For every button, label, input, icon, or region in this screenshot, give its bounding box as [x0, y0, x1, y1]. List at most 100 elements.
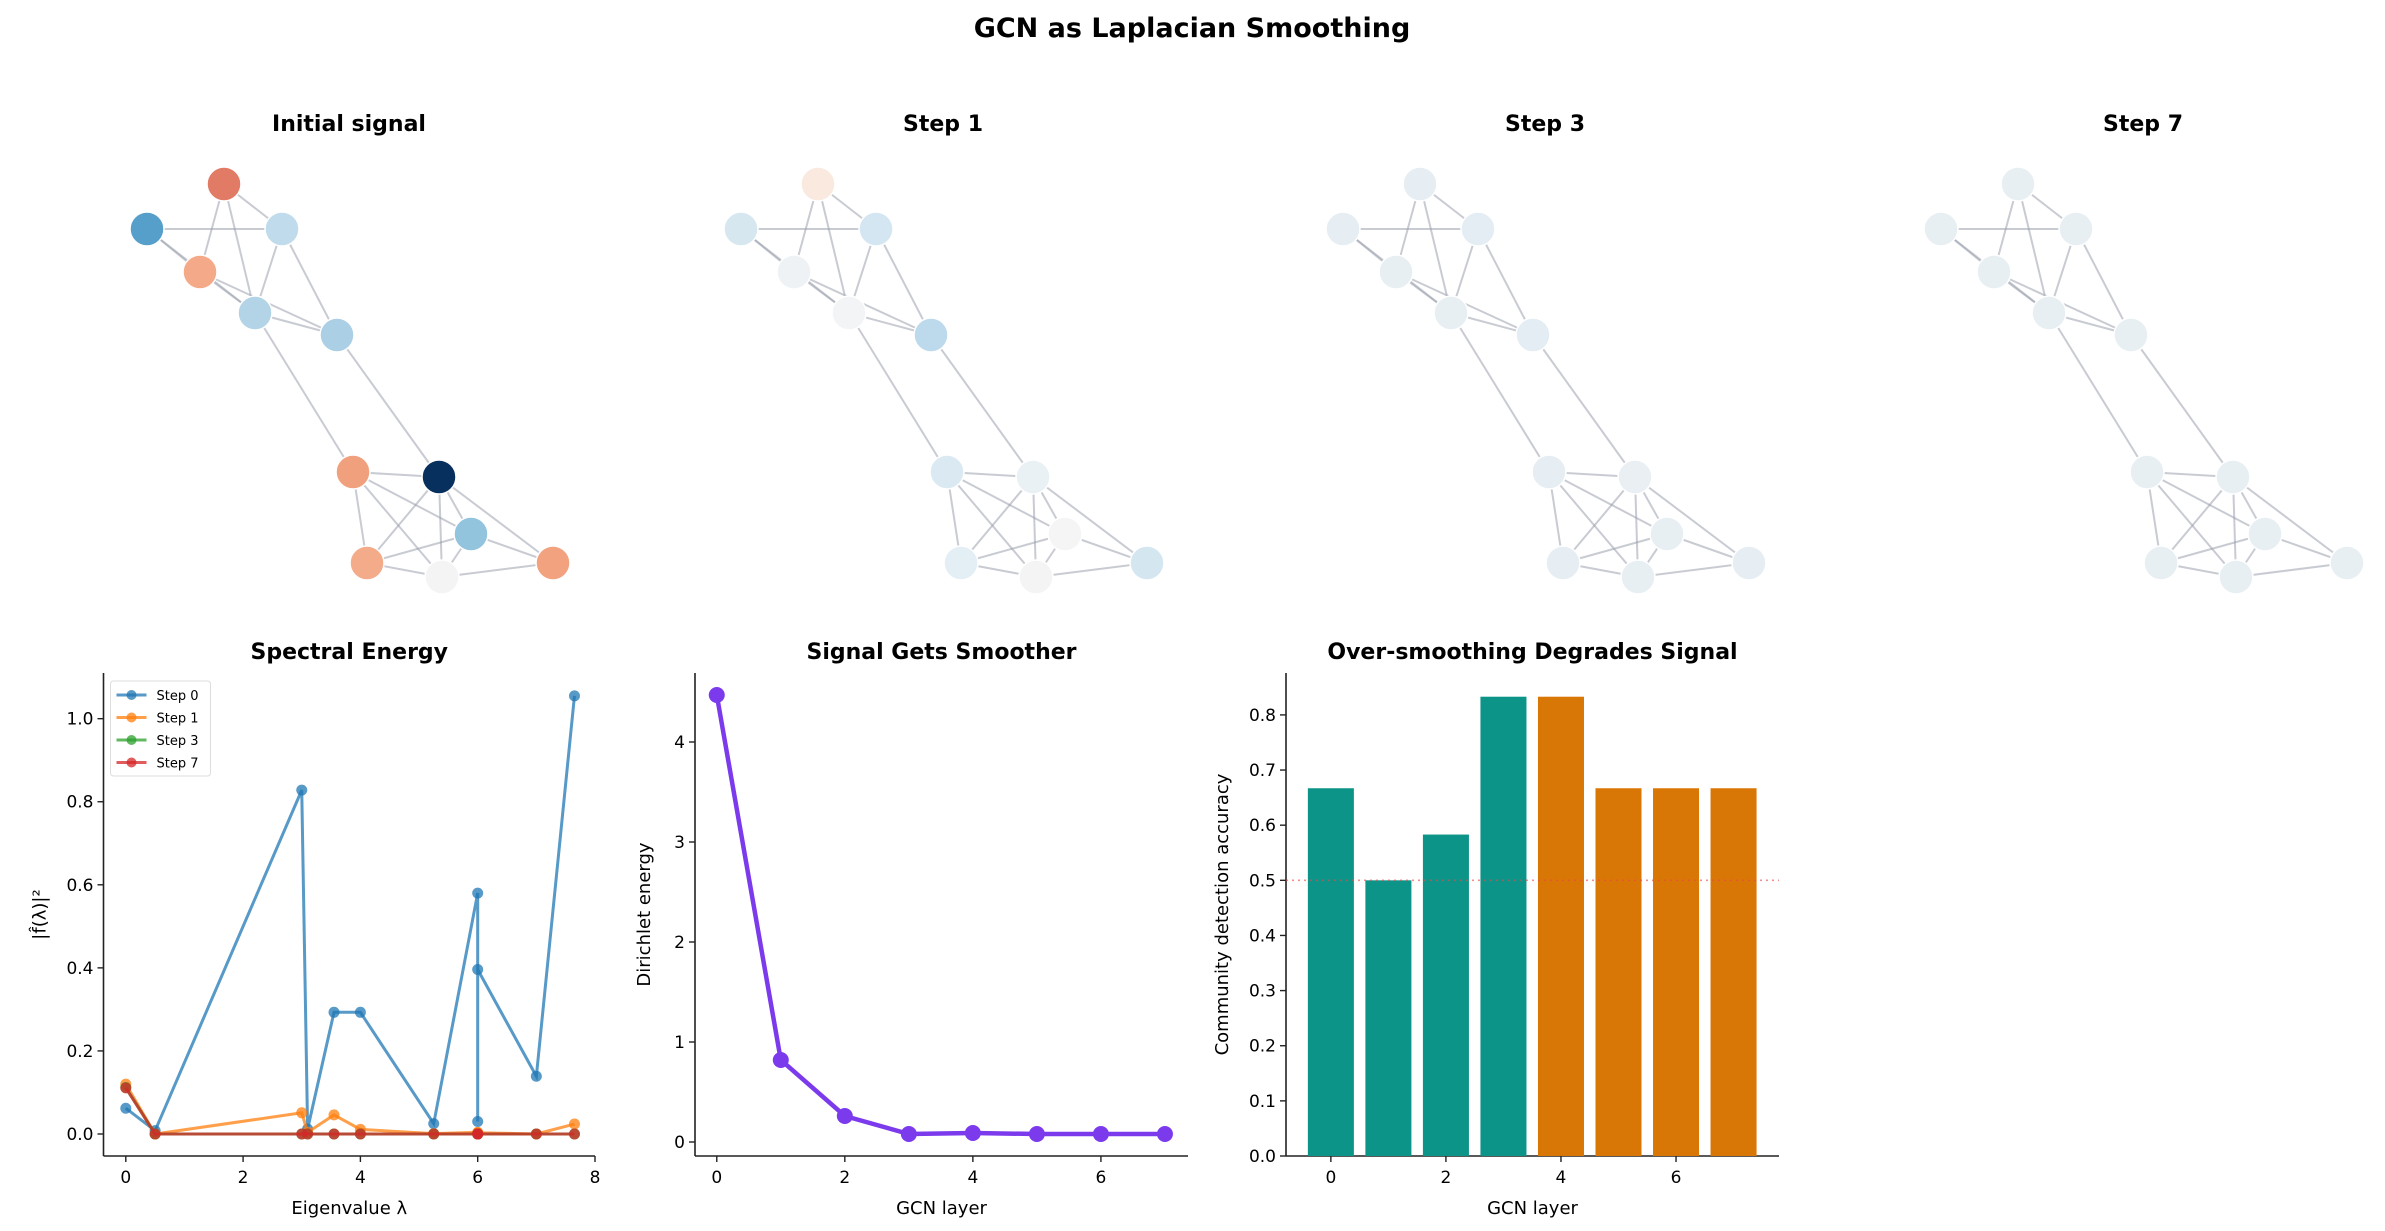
- graph-node: [2143, 545, 2179, 581]
- graph-node: [1433, 295, 1469, 331]
- graph-edge: [1532, 334, 1636, 478]
- graph-node: [2000, 166, 2036, 202]
- chart-title: Signal Gets Smoother: [806, 640, 1076, 665]
- legend-marker: [126, 757, 137, 768]
- graph-node: [1620, 559, 1656, 595]
- graph-node: [2129, 454, 2165, 490]
- graph-edge: [960, 476, 1034, 564]
- graph-node: [776, 254, 812, 290]
- graph-node: [1402, 166, 1438, 202]
- series-line: [124, 1083, 575, 1136]
- graph-node: [943, 545, 979, 581]
- x-tick-label: 0: [711, 1168, 722, 1188]
- graph-edge: [281, 228, 338, 336]
- bar: [1365, 880, 1412, 1156]
- legend-marker: [126, 712, 137, 723]
- series-2: [120, 1081, 580, 1140]
- graph-node: [424, 559, 460, 595]
- graph-panels: Initial signal Step 1 Step 3 Step 7: [129, 112, 2365, 595]
- data-point: [472, 1128, 484, 1140]
- chart-2: Over-smoothing Degrades Signal 0 2 4 6 0.0 0.1…: [1212, 640, 1779, 1219]
- y-tick-label: 0.1: [1249, 1092, 1276, 1112]
- bar: [1307, 788, 1354, 1156]
- graph-node: [2218, 559, 2254, 595]
- graph-panel-0: Initial signal: [129, 112, 571, 595]
- series-0: [120, 690, 580, 1137]
- graph-node: [1015, 459, 1051, 495]
- data-point: [708, 687, 725, 703]
- y-tick-label: 0.8: [1249, 706, 1276, 726]
- graph-edge: [438, 476, 554, 564]
- x-tick-label: 4: [1556, 1168, 1567, 1188]
- graph-edge: [946, 471, 1066, 535]
- graph-node: [264, 211, 300, 247]
- data-point: [120, 1082, 132, 1094]
- y-tick-label: 0.6: [66, 876, 93, 896]
- graph-node: [1617, 459, 1653, 495]
- panel-title: Step 7: [2103, 112, 2183, 137]
- x-tick-label: 8: [590, 1168, 601, 1188]
- y-tick-label: 4: [674, 733, 685, 753]
- x-tick-label: 2: [839, 1168, 850, 1188]
- y-tick-label: 0.0: [66, 1125, 93, 1145]
- data-point: [302, 1128, 314, 1140]
- data-point: [354, 1128, 366, 1140]
- graph-node: [453, 516, 489, 552]
- graph-edge: [1032, 476, 1148, 564]
- y-tick-label: 2: [674, 933, 685, 953]
- graph-node: [129, 211, 165, 247]
- y-axis-label: Dirichlet energy: [634, 842, 655, 986]
- y-tick-label: 0.6: [1249, 816, 1276, 836]
- x-axis-label: Eigenvalue λ: [291, 1198, 407, 1219]
- data-point: [120, 1102, 132, 1114]
- data-point: [296, 784, 308, 796]
- data-point: [568, 1128, 580, 1140]
- graph-node: [1976, 254, 2012, 290]
- graph-edge: [336, 334, 440, 478]
- graph-node: [1731, 545, 1767, 581]
- data-point: [472, 887, 484, 899]
- graph-edge: [2048, 312, 2148, 473]
- graph-node: [1018, 559, 1054, 595]
- data-point: [354, 1006, 366, 1018]
- bar: [1595, 788, 1642, 1156]
- data-point: [836, 1108, 853, 1124]
- graph-node: [831, 295, 867, 331]
- y-tick-label: 0.2: [66, 1042, 93, 1062]
- graph-edge: [1634, 476, 1750, 564]
- graph-node: [913, 317, 949, 353]
- graph-node: [535, 545, 571, 581]
- graph-panel-1: Step 1: [723, 112, 1165, 595]
- graph-edge: [366, 476, 440, 564]
- graph-edge: [2146, 471, 2266, 535]
- graph-node: [2215, 459, 2251, 495]
- graph-node: [182, 254, 218, 290]
- series-line: [124, 695, 576, 1134]
- graph-edge: [1450, 312, 1550, 473]
- figure-title: GCN as Laplacian Smoothing: [974, 13, 1411, 44]
- graph-edge: [1548, 471, 1639, 578]
- data-point: [328, 1128, 340, 1140]
- y-tick-label: 0: [674, 1133, 685, 1153]
- graph-node: [421, 459, 457, 495]
- graph-edge: [441, 562, 554, 578]
- panel-title: Initial signal: [272, 112, 426, 137]
- graph-edge: [2017, 183, 2050, 314]
- graph-edge: [960, 533, 1066, 564]
- graph-edge: [930, 334, 1034, 478]
- graph-edge: [2232, 476, 2348, 564]
- graph-node: [2247, 516, 2283, 552]
- series-line: [124, 1087, 575, 1136]
- legend-marker: [126, 690, 137, 700]
- graph-node: [1923, 211, 1959, 247]
- graph-node: [723, 211, 759, 247]
- charts: Spectral Energy 0 2 4 6 8 0.0 0.2 0.4 0.6 0.8 1.0 Ei…: [29, 640, 1779, 1219]
- bar: [1710, 788, 1757, 1156]
- legend-label: Step 0: [157, 689, 199, 704]
- y-tick-label: 0.2: [1249, 1037, 1276, 1057]
- data-point: [1156, 1126, 1173, 1142]
- y-tick-label: 1: [674, 1033, 685, 1053]
- graph-edge: [352, 471, 443, 578]
- bar: [1537, 696, 1584, 1156]
- y-axis-label: Community detection accuracy: [1212, 773, 1233, 1055]
